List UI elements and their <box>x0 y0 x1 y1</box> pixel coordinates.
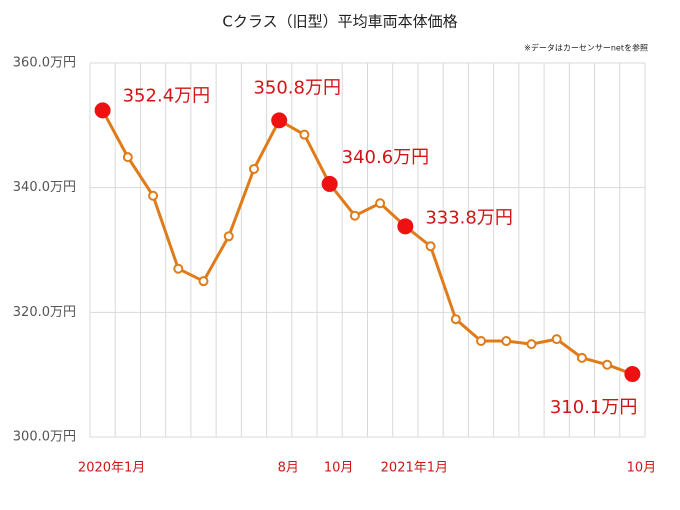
y-tick-label: 300.0万円 <box>13 430 76 445</box>
point <box>526 339 537 350</box>
point <box>349 210 360 221</box>
data-label: 340.6万円 <box>342 147 430 168</box>
highlight-point <box>624 366 641 383</box>
x-tick-label: 8月 <box>278 461 299 476</box>
x-tick-label: 10月 <box>627 461 657 476</box>
point <box>122 152 133 163</box>
point <box>148 190 159 201</box>
chart-title: Cクラス（旧型）平均車両本体価格 <box>222 13 457 31</box>
point <box>450 314 461 325</box>
highlight-point <box>271 112 288 129</box>
series-line <box>101 109 633 376</box>
y-tick-label: 320.0万円 <box>13 305 76 320</box>
y-tick-label: 360.0万円 <box>13 56 76 71</box>
point <box>198 276 209 287</box>
point <box>173 263 184 274</box>
data-label: 310.1万円 <box>550 397 638 418</box>
data-label: 350.8万円 <box>253 77 341 98</box>
point <box>248 163 259 174</box>
point <box>551 334 562 345</box>
x-tick-label: 2021年1月 <box>381 461 448 476</box>
point <box>576 352 587 363</box>
point <box>425 241 436 252</box>
data-label: 333.8万円 <box>425 207 513 228</box>
highlight-point <box>94 102 111 119</box>
highlight-point <box>321 175 338 192</box>
data-label: 352.4万円 <box>123 85 211 106</box>
point <box>476 336 487 347</box>
x-tick-label: 2020年1月 <box>78 461 145 476</box>
note: ※データはカーセンサーnetを参照 <box>524 43 648 53</box>
point <box>223 231 234 242</box>
point <box>602 359 613 370</box>
point <box>375 198 386 209</box>
highlight-point <box>397 218 414 235</box>
y-tick-label: 340.0万円 <box>13 180 76 195</box>
x-tick-label: 10月 <box>324 461 354 476</box>
point <box>501 336 512 347</box>
point <box>299 129 310 140</box>
